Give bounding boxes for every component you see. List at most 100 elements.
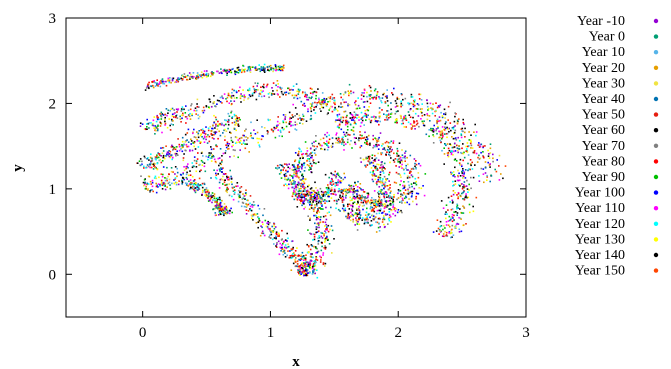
- data-point: [156, 129, 159, 132]
- data-point: [309, 255, 312, 258]
- data-point: [341, 121, 344, 124]
- data-point: [296, 123, 298, 126]
- data-point: [224, 207, 226, 209]
- data-point: [409, 116, 412, 118]
- data-point: [181, 180, 183, 183]
- data-point: [376, 141, 378, 144]
- data-point: [417, 115, 420, 117]
- data-point: [396, 121, 398, 124]
- data-point: [326, 191, 329, 194]
- data-point: [301, 165, 304, 168]
- data-point: [326, 236, 328, 238]
- data-point: [225, 213, 228, 215]
- data-point: [164, 116, 166, 119]
- data-point: [302, 119, 304, 121]
- data-point: [361, 117, 363, 119]
- data-point: [368, 157, 370, 159]
- data-point: [192, 185, 194, 188]
- data-point: [177, 77, 179, 79]
- data-point: [172, 171, 174, 173]
- data-point: [317, 209, 319, 211]
- data-point: [458, 231, 461, 233]
- data-point: [314, 181, 316, 184]
- data-point: [315, 200, 318, 203]
- data-point: [147, 188, 149, 190]
- data-point: [346, 192, 349, 194]
- data-point: [245, 193, 248, 196]
- data-point: [230, 71, 233, 74]
- data-point: [249, 95, 252, 98]
- data-point: [161, 131, 163, 134]
- data-point: [196, 105, 199, 108]
- data-point: [205, 195, 207, 197]
- data-point: [182, 75, 184, 77]
- data-point: [217, 70, 219, 73]
- data-point: [239, 140, 242, 142]
- data-point: [259, 234, 262, 237]
- data-point: [406, 192, 409, 195]
- data-point: [500, 173, 502, 175]
- data-point: [340, 128, 343, 131]
- data-point: [325, 135, 328, 138]
- data-point: [293, 252, 295, 254]
- data-point: [181, 106, 184, 108]
- data-point: [280, 90, 283, 93]
- data-point: [149, 180, 152, 183]
- data-point: [373, 174, 376, 176]
- data-point: [445, 204, 448, 206]
- data-point: [205, 187, 208, 189]
- data-point: [195, 78, 198, 80]
- data-point: [262, 232, 265, 235]
- data-point: [310, 97, 312, 100]
- data-point: [300, 198, 303, 200]
- data-point: [383, 196, 386, 198]
- data-point: [210, 177, 212, 179]
- data-point: [232, 198, 235, 201]
- data-point: [420, 99, 423, 101]
- data-point: [236, 141, 238, 144]
- data-point: [167, 182, 170, 185]
- data-point: [220, 163, 222, 166]
- data-point: [195, 189, 198, 192]
- data-point: [215, 177, 218, 180]
- data-point: [160, 155, 162, 157]
- data-point: [348, 92, 350, 95]
- data-point: [210, 130, 213, 133]
- data-point: [303, 258, 306, 261]
- data-point: [282, 67, 284, 69]
- data-point: [195, 162, 198, 165]
- data-point: [381, 167, 383, 170]
- data-point: [467, 196, 470, 199]
- data-point: [374, 159, 376, 161]
- data-point: [332, 193, 335, 195]
- data-point: [388, 219, 391, 222]
- data-point: [278, 253, 281, 256]
- data-point: [205, 76, 208, 78]
- data-point: [405, 167, 407, 169]
- data-point: [184, 133, 187, 136]
- data-point: [357, 201, 359, 204]
- data-point: [415, 197, 417, 200]
- data-point: [385, 140, 388, 143]
- data-point: [331, 229, 334, 232]
- data-point: [363, 88, 366, 91]
- data-point: [211, 134, 213, 136]
- data-point: [195, 109, 198, 112]
- data-point: [294, 160, 296, 163]
- data-point: [344, 119, 347, 122]
- data-point: [343, 209, 345, 211]
- data-point: [229, 94, 231, 97]
- data-point: [210, 160, 213, 162]
- data-point: [315, 256, 318, 259]
- data-point: [414, 125, 416, 127]
- data-point: [327, 224, 330, 227]
- data-point: [221, 178, 224, 181]
- data-point: [263, 86, 265, 89]
- data-point: [277, 235, 279, 237]
- data-point: [275, 246, 278, 248]
- data-point: [482, 155, 484, 157]
- data-point: [482, 173, 485, 175]
- data-point: [401, 163, 403, 166]
- data-point: [466, 142, 469, 144]
- data-point: [350, 92, 352, 95]
